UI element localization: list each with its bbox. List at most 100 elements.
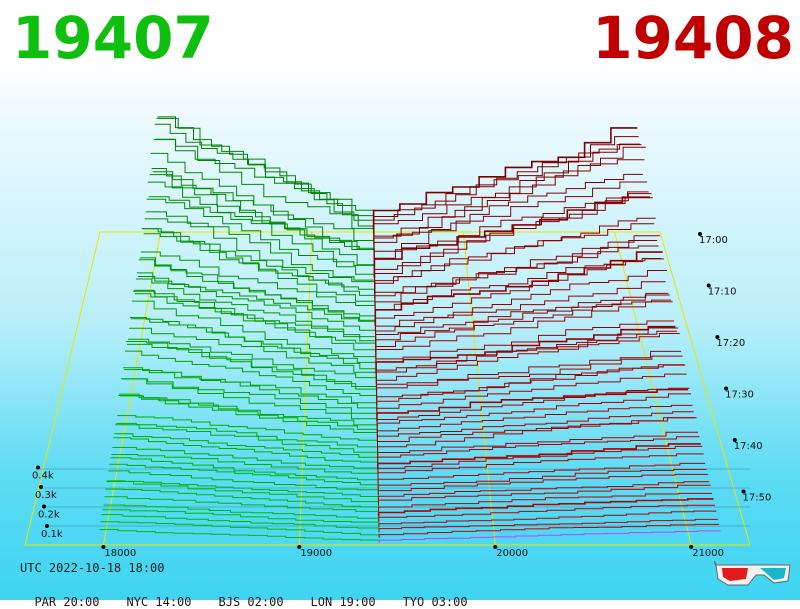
ask-depth-slice bbox=[374, 258, 662, 321]
ask-depth-slice bbox=[375, 333, 680, 390]
ask-depth-slice bbox=[373, 144, 642, 246]
price-tick-marker bbox=[297, 545, 302, 549]
ask-depth-slice bbox=[377, 417, 697, 453]
time-tick-label: 17:20 bbox=[716, 338, 745, 349]
ask-depth-slice bbox=[373, 196, 650, 278]
bid-depth-slice bbox=[112, 446, 379, 474]
bid-depth-slice bbox=[130, 318, 377, 374]
bid-depth-slice bbox=[156, 117, 375, 236]
ask-depth-slice bbox=[372, 127, 638, 230]
ask-depth-slice bbox=[376, 373, 687, 416]
ask-depth-slice bbox=[375, 299, 672, 358]
depth-tick-marker bbox=[36, 465, 40, 470]
bid-depth-slice bbox=[129, 327, 377, 384]
time-tick-marker bbox=[706, 283, 711, 288]
time-tick-marker bbox=[715, 335, 720, 339]
bid-depth-slice bbox=[124, 369, 378, 411]
bid-depth-slice bbox=[140, 251, 376, 321]
ask-depth-slice bbox=[377, 431, 698, 459]
bid-depth-slice bbox=[116, 422, 379, 453]
bid-depth-slice bbox=[137, 276, 376, 337]
ask-depth-slice bbox=[374, 217, 656, 299]
price-tick-label: 18000 bbox=[104, 548, 136, 559]
time-tick-marker bbox=[741, 489, 746, 494]
ask-depth-slice bbox=[376, 393, 691, 432]
bid-depth-slice bbox=[117, 415, 378, 448]
ask-depth-slice bbox=[375, 281, 666, 337]
bid-depth-slice bbox=[105, 488, 380, 512]
ask-depth-slice bbox=[374, 223, 655, 294]
bid-depth-slice bbox=[134, 293, 377, 352]
utc-time-label: UTC 2022-10-18 18:00 bbox=[20, 561, 165, 575]
bid-depth-slice bbox=[118, 395, 378, 443]
bid-depth-slice bbox=[151, 168, 375, 262]
bid-depth-slice bbox=[128, 338, 377, 390]
3d-glasses-icon[interactable] bbox=[714, 559, 792, 589]
ask-depth-slice bbox=[375, 320, 674, 368]
ask-depth-slice bbox=[373, 159, 645, 257]
bid-depth-slice bbox=[113, 437, 379, 469]
ask-depth-slice bbox=[377, 481, 710, 501]
ask-depth-slice bbox=[377, 468, 707, 490]
ask-depth-slice bbox=[376, 350, 682, 395]
bid-depth-slice bbox=[150, 152, 375, 268]
ask-depth-slice bbox=[374, 251, 663, 326]
ask-depth-slice bbox=[377, 445, 703, 474]
bid-depth-slice bbox=[126, 341, 378, 400]
ask-depth-slice bbox=[376, 364, 684, 406]
time-tick-marker bbox=[732, 438, 737, 442]
ask-depth-slice bbox=[376, 411, 694, 443]
ask-depth-lines bbox=[372, 127, 721, 543]
bid-depth-slice bbox=[101, 514, 380, 533]
chart-labels: 18000 19000 20000 21000 17:00 17:10 17:20 17:30… bbox=[32, 235, 771, 559]
ask-depth-slice bbox=[376, 404, 693, 437]
ask-depth-slice bbox=[375, 294, 670, 352]
bid-depth-slice bbox=[141, 228, 376, 315]
bid-depth-slice bbox=[106, 481, 379, 506]
ask-depth-slice bbox=[373, 181, 648, 268]
ask-depth-slice bbox=[378, 504, 715, 522]
ask-depth-slice bbox=[375, 270, 667, 342]
ask-depth-slice bbox=[378, 518, 718, 533]
bid-depth-slice bbox=[109, 463, 379, 490]
ask-depth-slice bbox=[373, 143, 641, 241]
bid-depth-slice bbox=[100, 521, 380, 538]
depth-tick-label: 0.2k bbox=[38, 510, 60, 521]
bid-depth-slice bbox=[102, 509, 380, 528]
price-tick-label: 19000 bbox=[300, 548, 332, 559]
price-tick-label: 20000 bbox=[496, 548, 528, 559]
ask-depth-slice bbox=[374, 235, 660, 315]
bid-depth-slice bbox=[114, 433, 379, 464]
price-tick-marker bbox=[689, 545, 694, 549]
bid-depth-slice bbox=[131, 300, 377, 368]
bid-depth-slice bbox=[119, 393, 378, 437]
ask-depth-slice bbox=[375, 292, 669, 347]
time-tick-label: 17:00 bbox=[699, 235, 728, 246]
bid-depth-slice bbox=[123, 367, 378, 416]
tz-lon: LON 19:00 bbox=[310, 595, 376, 609]
bid-depth-slice bbox=[136, 272, 377, 342]
bid-depth-slice bbox=[147, 181, 375, 284]
bid-depth-slice bbox=[139, 257, 376, 326]
bid-depth-slice bbox=[153, 139, 375, 252]
bid-depth-slice bbox=[146, 198, 376, 289]
ask-depth-slice bbox=[378, 523, 720, 538]
price-gridline bbox=[614, 231, 692, 546]
ask-depth-slice bbox=[374, 193, 652, 284]
ask-price: 19408 bbox=[592, 4, 794, 72]
bid-depth-slice bbox=[125, 350, 378, 406]
bid-depth-slice bbox=[121, 378, 378, 427]
depth-tick-marker bbox=[45, 524, 49, 528]
bid-depth-slice bbox=[122, 378, 378, 421]
ask-depth-slice bbox=[376, 387, 690, 427]
depth-tick-marker bbox=[42, 504, 46, 509]
bid-depth-slice bbox=[155, 138, 375, 241]
ask-depth-slice bbox=[377, 473, 708, 496]
ask-depth-slice bbox=[378, 530, 721, 543]
time-tick-marker bbox=[698, 232, 702, 236]
bid-depth-slice bbox=[148, 196, 375, 278]
ask-depth-slice bbox=[377, 453, 704, 480]
ask-depth-slice bbox=[374, 240, 658, 305]
ask-depth-slice bbox=[377, 462, 706, 485]
